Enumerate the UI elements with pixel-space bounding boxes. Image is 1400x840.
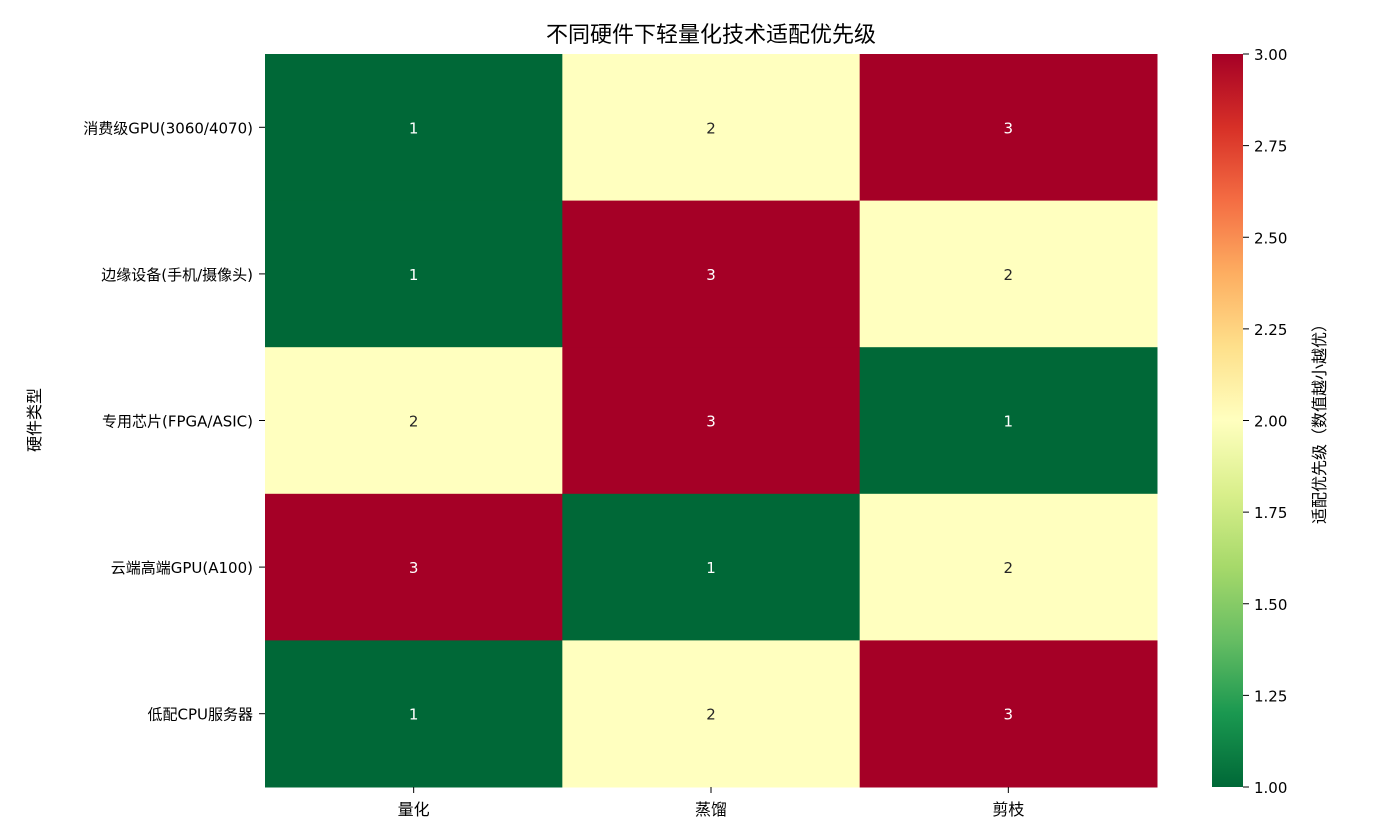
y-tick-label: 专用芯片(FPGA/ASIC): [102, 413, 253, 431]
chart-title: 不同硬件下轻量化技术适配优先级: [546, 23, 876, 48]
cell-value-label: 1: [409, 119, 419, 137]
cell-value-label: 3: [706, 266, 716, 284]
cell-value-label: 3: [706, 413, 716, 431]
heatmap-cell: [265, 347, 563, 495]
cell-value-label: 1: [409, 706, 419, 724]
cell-value-label: 1: [706, 559, 716, 577]
heatmap-cell: [562, 640, 861, 788]
colorbar: [1212, 54, 1243, 787]
heatmap-cell: [265, 493, 563, 641]
colorbar-tick-label: 3.00: [1254, 46, 1287, 64]
colorbar-tick-label: 2.00: [1254, 413, 1287, 431]
x-tick-label: 剪枝: [992, 800, 1024, 819]
cell-value-label: 3: [409, 559, 419, 577]
cell-value-label: 2: [706, 706, 716, 724]
cell-value-label: 2: [409, 413, 419, 431]
colorbar-label: 适配优先级（数值越小越优）: [1310, 316, 1329, 524]
y-tick-label: 边缘设备(手机/摄像头): [101, 266, 253, 284]
cell-value-label: 3: [1004, 119, 1014, 137]
cell-value-label: 1: [409, 266, 419, 284]
cell-value-label: 1: [1004, 413, 1014, 431]
heatmap-cell: [562, 347, 861, 495]
heatmap-cell: [562, 493, 861, 641]
heatmap-cell: [265, 200, 563, 348]
y-tick-label: 消费级GPU(3060/4070): [83, 119, 253, 137]
cell-value-label: 2: [706, 119, 716, 137]
heatmap-cell: [265, 54, 563, 202]
cell-value-label: 2: [1004, 559, 1014, 577]
y-tick-label: 低配CPU服务器: [148, 706, 254, 724]
colorbar-tick-label: 1.00: [1254, 779, 1287, 797]
colorbar-tick-label: 1.75: [1254, 504, 1287, 522]
colorbar-tick-label: 1.50: [1254, 596, 1287, 614]
heatmap-cell: [859, 347, 1158, 495]
x-tick-label: 蒸馏: [695, 800, 727, 819]
heatmap-cell: [265, 640, 563, 788]
cell-value-label: 3: [1004, 706, 1014, 724]
colorbar-tick-label: 1.25: [1254, 687, 1287, 705]
heatmap-cell: [562, 200, 861, 348]
y-axis-label: 硬件类型: [25, 388, 44, 452]
heatmap-cell: [859, 640, 1158, 788]
heatmap-cell: [562, 54, 861, 202]
colorbar-tick-label: 2.25: [1254, 321, 1287, 339]
cell-value-label: 2: [1004, 266, 1014, 284]
heatmap-cell: [859, 200, 1158, 348]
heatmap-cell: [859, 54, 1158, 202]
x-tick-label: 量化: [398, 800, 430, 819]
colorbar-tick-label: 2.75: [1254, 138, 1287, 156]
heatmap-cell: [859, 493, 1158, 641]
y-tick-label: 云端高端GPU(A100): [111, 559, 253, 577]
colorbar-tick-label: 2.50: [1254, 229, 1287, 247]
